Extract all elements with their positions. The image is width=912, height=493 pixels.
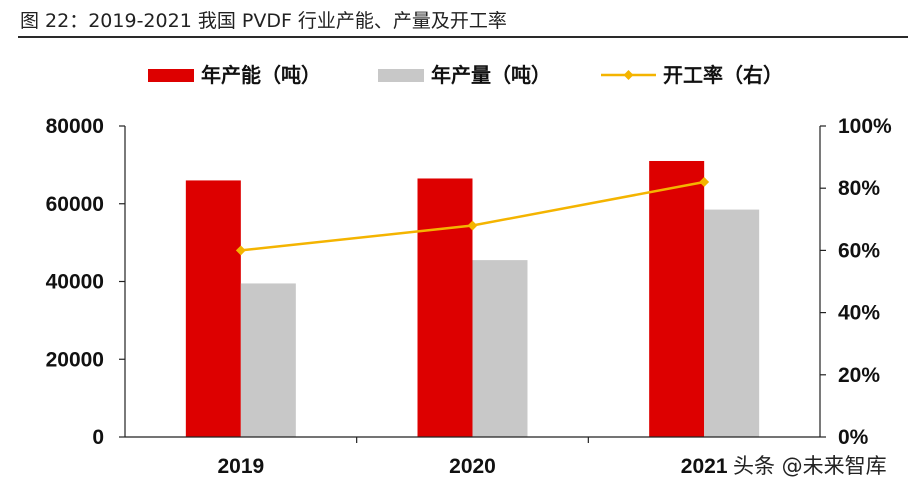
left-axis: 0 20000 40000 60000 80000 (46, 115, 126, 449)
right-tick-label: 80% (838, 177, 880, 200)
output-bar-2020 (472, 260, 528, 437)
legend-swatch-output (378, 69, 424, 82)
left-tick-label: 20000 (46, 348, 104, 371)
legend-label-capacity: 年产能（吨） (201, 63, 321, 87)
utilization-marker-2021 (699, 177, 710, 187)
figure-title: 图 22：2019-2021 我国 PVDF 行业产能、产量及开工率 (20, 10, 507, 32)
right-tick-label: 60% (838, 239, 880, 262)
left-tick-label: 0 (92, 426, 104, 449)
utilization-marker-2020 (467, 220, 478, 231)
left-tick-label: 40000 (46, 271, 104, 294)
bar-group (185, 160, 760, 438)
right-tick-label: 40% (838, 302, 880, 325)
legend-swatch-capacity (148, 69, 194, 82)
right-tick-label: 100% (838, 115, 892, 138)
utilization-line-group (235, 177, 710, 256)
x-tick-label: 2021 (681, 455, 728, 478)
legend-label-output: 年产量（吨） (431, 63, 551, 87)
right-tick-label: 20% (838, 364, 880, 387)
x-tick-label: 2019 (217, 455, 264, 478)
watermark: 头条 @未来智库 (733, 454, 887, 478)
left-tick-label: 60000 (46, 193, 104, 216)
capacity-bar-2021 (649, 160, 705, 438)
right-tick-label: 0% (838, 426, 869, 449)
capacity-bar-2020 (417, 178, 473, 437)
legend-label-utilization: 开工率（右） (663, 63, 783, 87)
legend: 年产能（吨） 年产量（吨） 开工率（右） (148, 63, 783, 87)
output-bar-2021 (704, 209, 760, 437)
left-tick-label: 80000 (46, 115, 104, 138)
right-axis: 0% 20% 40% 60% 80% 100% (819, 115, 892, 449)
title-divider (18, 36, 908, 38)
x-axis: 2019 2020 2021 (125, 436, 820, 478)
output-bar-2019 (240, 283, 296, 437)
utilization-marker-2019 (235, 245, 246, 256)
legend-marker-utilization (623, 70, 634, 80)
x-tick-label: 2020 (449, 455, 496, 478)
capacity-bar-2019 (185, 180, 241, 438)
